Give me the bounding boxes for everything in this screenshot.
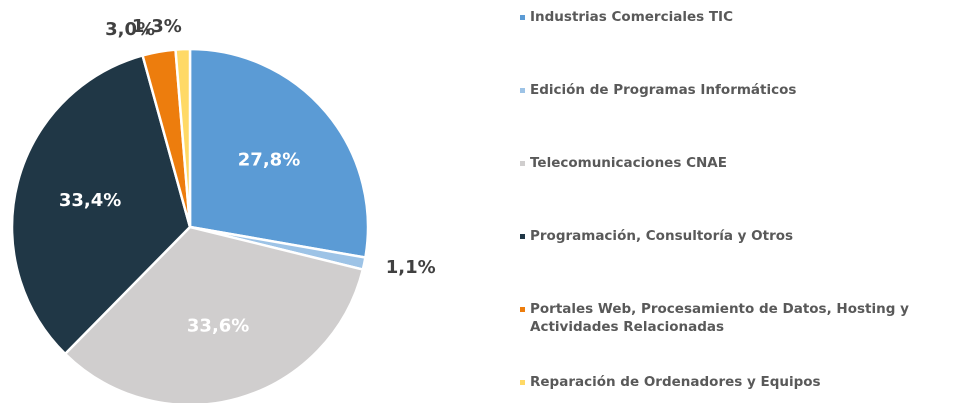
pie-area: 27,8% 1,1% 33,6% 33,4% 3,0%1,3% xyxy=(10,16,436,403)
legend-label: Programación, Consultoría y Otros xyxy=(530,228,794,244)
legend-label: Industrias Comerciales TIC xyxy=(530,9,733,25)
legend-label: Telecomunicaciones CNAE xyxy=(530,155,727,171)
legend-swatch xyxy=(520,88,525,93)
legend-label: Edición de Programas Informáticos xyxy=(530,82,797,98)
data-label: 1,3% xyxy=(132,16,182,37)
pie-slice xyxy=(174,47,192,228)
data-label: 27,8% xyxy=(238,150,300,171)
data-label: 3,0% xyxy=(105,19,155,40)
legend-item: Telecomunicaciones CNAE xyxy=(520,154,955,172)
legend-label: Reparación de Ordenadores y Equipos xyxy=(530,374,821,390)
legend-label: Portales Web, Procesamiento de Datos, Ho… xyxy=(530,301,909,335)
legend-swatch xyxy=(520,15,525,20)
data-label: 33,6% xyxy=(187,315,249,336)
legend-swatch xyxy=(520,380,525,385)
legend-item: Programación, Consultoría y Otros xyxy=(520,227,955,245)
data-label: 1,1% xyxy=(386,257,436,278)
legend-item: Portales Web, Procesamiento de Datos, Ho… xyxy=(520,300,955,336)
pie-slice xyxy=(10,53,192,356)
legend-item: Reparación de Ordenadores y Equipos xyxy=(520,373,955,391)
data-label: 33,4% xyxy=(59,190,121,211)
legend-swatch xyxy=(520,234,525,239)
legend-item: Edición de Programas Informáticos xyxy=(520,81,955,99)
legend-swatch xyxy=(520,307,525,312)
pie-slice xyxy=(188,47,370,259)
legend-swatch xyxy=(520,161,525,166)
legend-item: Industrias Comerciales TIC xyxy=(520,8,955,26)
pie-slice xyxy=(63,225,365,403)
